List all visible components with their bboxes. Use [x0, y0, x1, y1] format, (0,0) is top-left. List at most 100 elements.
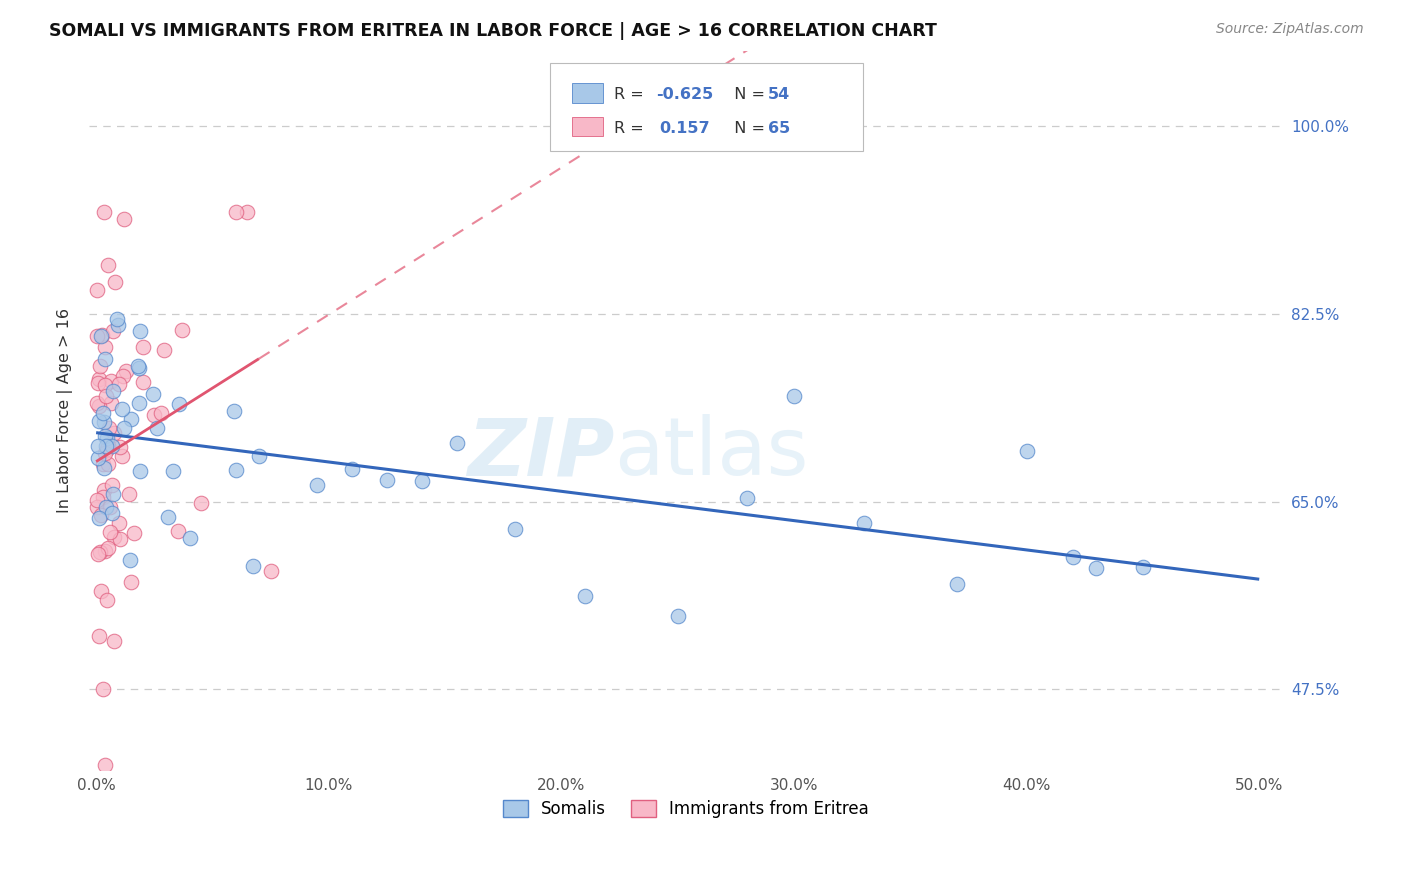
- Point: [170, 323, 193, 337]
- Point: [103, 426, 125, 441]
- Point: [94, 500, 117, 515]
- Point: [128, 360, 150, 375]
- Point: [224, 403, 246, 417]
- Point: [86, 500, 108, 515]
- Text: 54: 54: [768, 87, 790, 103]
- Point: [1062, 549, 1084, 564]
- Point: [98, 525, 121, 540]
- Text: N =: N =: [724, 121, 770, 136]
- Text: -0.625: -0.625: [657, 87, 714, 103]
- Point: [179, 531, 201, 545]
- Point: [104, 275, 127, 289]
- Point: [118, 553, 141, 567]
- Point: [90, 328, 112, 343]
- Point: [129, 324, 152, 338]
- Point: [152, 343, 174, 358]
- Point: [124, 526, 146, 541]
- Point: [236, 204, 259, 219]
- Point: [101, 384, 124, 398]
- Point: [91, 490, 114, 504]
- Text: SOMALI VS IMMIGRANTS FROM ERITREA IN LABOR FORCE | AGE > 16 CORRELATION CHART: SOMALI VS IMMIGRANTS FROM ERITREA IN LAB…: [49, 22, 936, 40]
- Point: [93, 544, 115, 558]
- Point: [90, 508, 112, 523]
- Point: [340, 462, 363, 476]
- Point: [1132, 559, 1154, 574]
- Point: [225, 204, 247, 219]
- Point: [143, 408, 166, 422]
- Point: [120, 411, 142, 425]
- Text: Source: ZipAtlas.com: Source: ZipAtlas.com: [1216, 22, 1364, 37]
- Point: [503, 522, 526, 536]
- Point: [946, 576, 969, 591]
- Point: [114, 421, 136, 435]
- Point: [93, 204, 115, 219]
- Point: [1085, 561, 1108, 575]
- Point: [167, 397, 190, 411]
- Point: [94, 446, 117, 460]
- Point: [97, 439, 120, 453]
- Point: [737, 491, 759, 506]
- Point: [574, 589, 596, 603]
- Point: [94, 757, 117, 772]
- Point: [101, 506, 124, 520]
- Point: [91, 457, 114, 471]
- Point: [103, 530, 125, 544]
- Point: [87, 438, 110, 452]
- Point: [307, 478, 329, 492]
- Point: [96, 388, 118, 402]
- Point: [120, 575, 142, 590]
- Point: [166, 524, 188, 539]
- Point: [666, 608, 689, 623]
- Point: [87, 399, 110, 413]
- Point: [105, 312, 128, 326]
- Point: [259, 564, 281, 578]
- Point: [127, 359, 149, 373]
- Point: [128, 396, 150, 410]
- Point: [118, 487, 141, 501]
- Point: [112, 212, 135, 227]
- Point: [108, 532, 131, 546]
- Point: [108, 377, 131, 392]
- Point: [225, 462, 247, 476]
- Point: [96, 592, 118, 607]
- Point: [100, 396, 122, 410]
- Text: R =: R =: [614, 87, 650, 103]
- Point: [150, 406, 173, 420]
- Point: [96, 439, 118, 453]
- Point: [89, 511, 111, 525]
- Point: [446, 435, 468, 450]
- Point: [90, 584, 112, 599]
- Point: [247, 449, 270, 463]
- Point: [87, 372, 110, 386]
- Point: [86, 493, 108, 508]
- Point: [852, 516, 875, 530]
- Text: 65: 65: [768, 121, 790, 136]
- Point: [190, 496, 212, 510]
- Text: N =: N =: [724, 87, 770, 103]
- Point: [101, 477, 124, 491]
- Point: [89, 359, 111, 374]
- Point: [97, 259, 120, 273]
- Point: [1015, 444, 1038, 458]
- Y-axis label: In Labor Force | Age > 16: In Labor Force | Age > 16: [58, 308, 73, 513]
- Point: [101, 324, 124, 338]
- Point: [375, 473, 398, 487]
- Legend: Somalis, Immigrants from Eritrea: Somalis, Immigrants from Eritrea: [495, 791, 877, 826]
- Point: [97, 457, 120, 471]
- Point: [242, 558, 264, 573]
- Point: [97, 420, 120, 434]
- Point: [91, 682, 114, 697]
- Point: [91, 406, 114, 420]
- Text: 0.157: 0.157: [659, 121, 710, 136]
- Point: [86, 283, 108, 297]
- Point: [86, 329, 108, 343]
- Point: [90, 327, 112, 342]
- Point: [132, 340, 155, 354]
- Point: [101, 439, 124, 453]
- Text: R =: R =: [614, 121, 650, 136]
- Point: [146, 421, 169, 435]
- Point: [87, 547, 110, 561]
- Point: [87, 376, 110, 390]
- Point: [107, 318, 129, 332]
- Point: [98, 500, 121, 515]
